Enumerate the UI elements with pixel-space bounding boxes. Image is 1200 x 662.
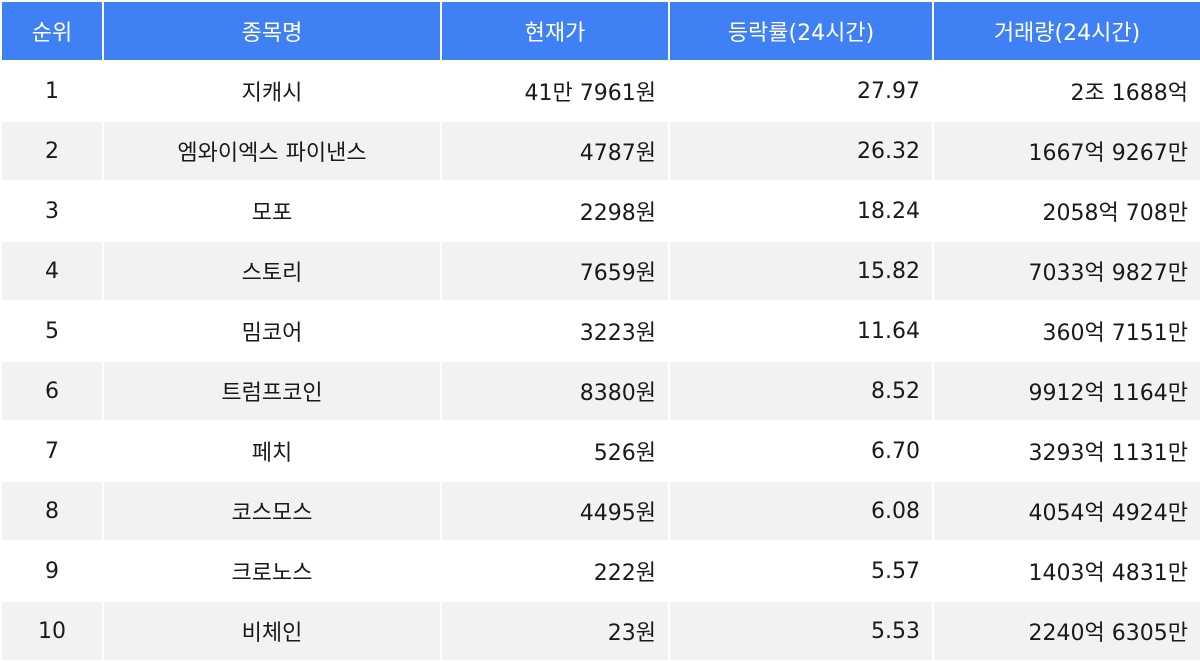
volume-cell: 1667억 9267만: [932, 120, 1200, 182]
price-cell: 4787원: [440, 120, 670, 182]
change-rate-cell: 6.70: [668, 420, 934, 482]
table-row: 2 엠와이엑스 파이낸스 4787원 26.32 1667억 9267만: [0, 120, 1200, 182]
rank-cell: 1: [0, 60, 104, 122]
table-row: 8 코스모스 4495원 6.08 4054억 4924만: [0, 480, 1200, 542]
price-cell: 23원: [440, 600, 670, 662]
price-cell: 41만 7961원: [440, 60, 670, 122]
price-cell: 8380원: [440, 360, 670, 422]
rank-cell: 2: [0, 120, 104, 182]
name-cell: 스토리: [102, 240, 442, 302]
volume-cell: 3293억 1131만: [932, 420, 1200, 482]
price-cell: 4495원: [440, 480, 670, 542]
table-row: 6 트럼프코인 8380원 8.52 9912억 1164만: [0, 360, 1200, 422]
volume-cell: 2240억 6305만: [932, 600, 1200, 662]
name-cell: 지캐시: [102, 60, 442, 122]
name-cell: 비체인: [102, 600, 442, 662]
volume-cell: 2058억 708만: [932, 180, 1200, 242]
header-price: 현재가: [440, 0, 670, 62]
rank-cell: 10: [0, 600, 104, 662]
volume-cell: 4054억 4924만: [932, 480, 1200, 542]
change-rate-cell: 26.32: [668, 120, 934, 182]
table-row: 4 스토리 7659원 15.82 7033억 9827만: [0, 240, 1200, 302]
name-cell: 엠와이엑스 파이낸스: [102, 120, 442, 182]
price-cell: 526원: [440, 420, 670, 482]
volume-cell: 9912억 1164만: [932, 360, 1200, 422]
rank-cell: 6: [0, 360, 104, 422]
name-cell: 코스모스: [102, 480, 442, 542]
volume-cell: 7033억 9827만: [932, 240, 1200, 302]
table-row: 9 크로노스 222원 5.57 1403억 4831만: [0, 540, 1200, 602]
change-rate-cell: 27.97: [668, 60, 934, 122]
name-cell: 페치: [102, 420, 442, 482]
header-volume: 거래량(24시간): [932, 0, 1200, 62]
price-cell: 2298원: [440, 180, 670, 242]
rank-cell: 3: [0, 180, 104, 242]
rank-cell: 7: [0, 420, 104, 482]
price-cell: 7659원: [440, 240, 670, 302]
change-rate-cell: 8.52: [668, 360, 934, 422]
header-change-rate: 등락률(24시간): [668, 0, 934, 62]
table-header-row: 순위 종목명 현재가 등락률(24시간) 거래량(24시간): [0, 0, 1200, 62]
rank-cell: 9: [0, 540, 104, 602]
header-rank: 순위: [0, 0, 104, 62]
header-name: 종목명: [102, 0, 442, 62]
table-row: 10 비체인 23원 5.53 2240억 6305만: [0, 600, 1200, 662]
change-rate-cell: 5.57: [668, 540, 934, 602]
rank-cell: 5: [0, 300, 104, 362]
change-rate-cell: 18.24: [668, 180, 934, 242]
rank-cell: 4: [0, 240, 104, 302]
change-rate-cell: 5.53: [668, 600, 934, 662]
change-rate-cell: 6.08: [668, 480, 934, 542]
price-cell: 3223원: [440, 300, 670, 362]
change-rate-cell: 11.64: [668, 300, 934, 362]
table-row: 7 페치 526원 6.70 3293억 1131만: [0, 420, 1200, 482]
table-row: 5 밈코어 3223원 11.64 360억 7151만: [0, 300, 1200, 362]
table-row: 3 모포 2298원 18.24 2058억 708만: [0, 180, 1200, 242]
name-cell: 크로노스: [102, 540, 442, 602]
name-cell: 트럼프코인: [102, 360, 442, 422]
name-cell: 모포: [102, 180, 442, 242]
volume-cell: 360억 7151만: [932, 300, 1200, 362]
rank-cell: 8: [0, 480, 104, 542]
volume-cell: 2조 1688억: [932, 60, 1200, 122]
table-row: 1 지캐시 41만 7961원 27.97 2조 1688억: [0, 60, 1200, 122]
price-cell: 222원: [440, 540, 670, 602]
volume-cell: 1403억 4831만: [932, 540, 1200, 602]
name-cell: 밈코어: [102, 300, 442, 362]
change-rate-cell: 15.82: [668, 240, 934, 302]
